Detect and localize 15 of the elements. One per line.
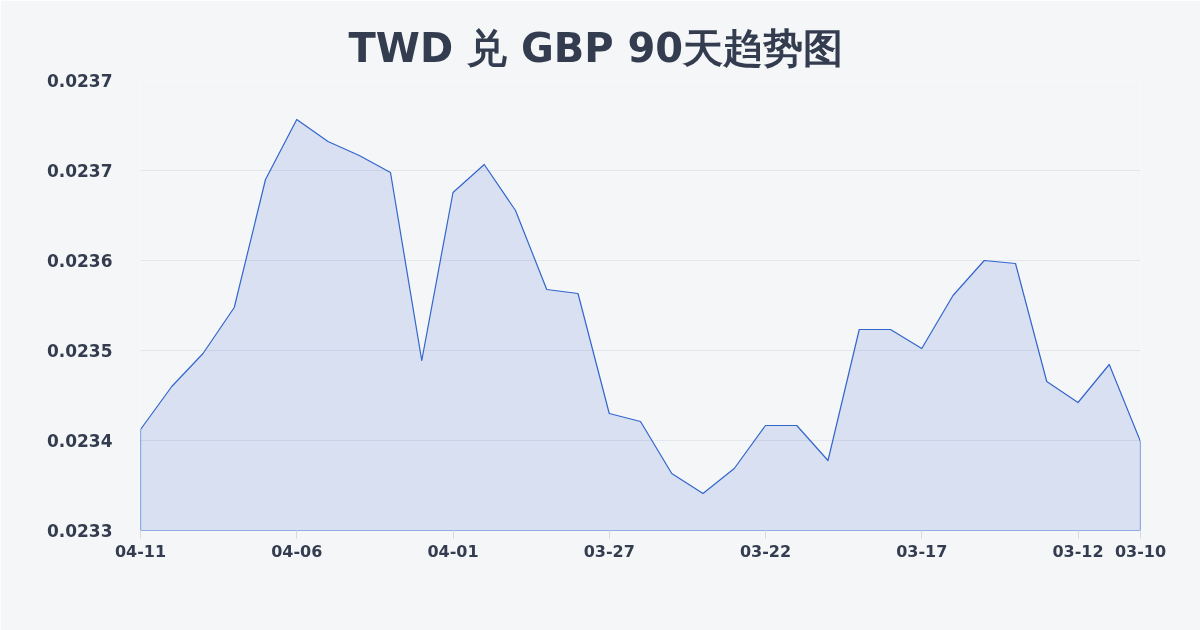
x-tick-label: 03-22 bbox=[739, 541, 792, 561]
y-tick-label: 0.0235 bbox=[46, 341, 113, 361]
x-tick-label: 04-06 bbox=[271, 541, 323, 561]
x-tick-label: 03-10 bbox=[1114, 541, 1167, 561]
y-tick-label: 0.0236 bbox=[46, 251, 113, 271]
y-tick-label: 0.0237 bbox=[46, 71, 113, 91]
y-tick-label: 0.0237 bbox=[46, 161, 113, 181]
y-tick-label: 0.0233 bbox=[46, 521, 113, 541]
x-tick-label: 03-12 bbox=[1052, 541, 1104, 561]
x-tick-label: 04-01 bbox=[427, 541, 479, 561]
x-tick-label: 03-17 bbox=[896, 541, 948, 561]
y-tick-label: 0.0234 bbox=[46, 431, 113, 451]
x-tick-label: 04-11 bbox=[114, 541, 167, 561]
x-tick-label: 03-27 bbox=[583, 541, 635, 561]
chart-title: TWD 兑 GBP 90天趋势图 bbox=[348, 24, 844, 71]
